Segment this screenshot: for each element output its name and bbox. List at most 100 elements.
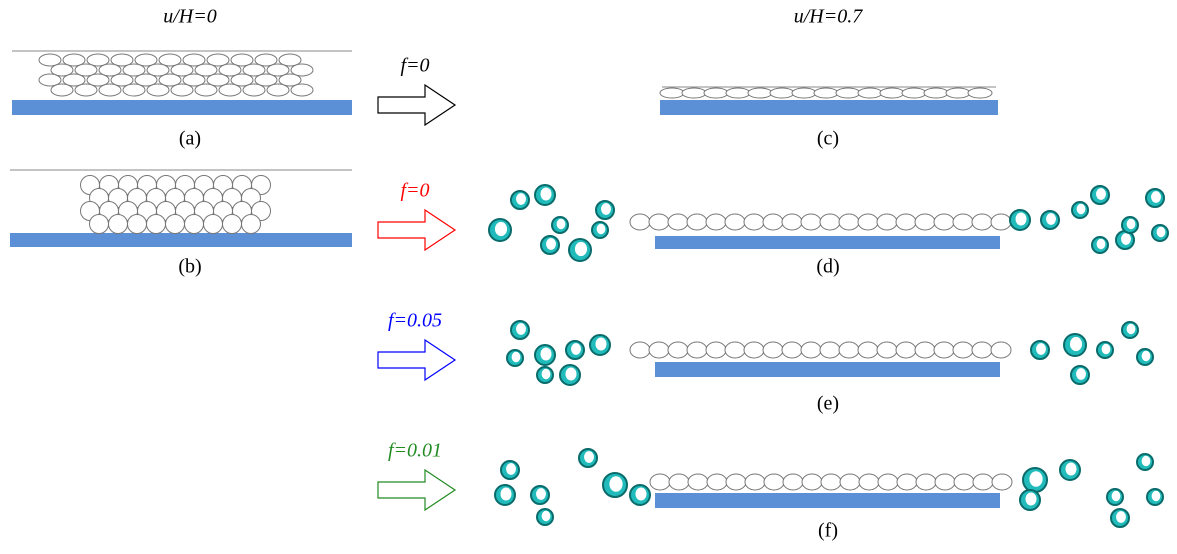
arrow bbox=[378, 210, 455, 250]
arrow bbox=[378, 340, 455, 380]
arrows: f=0f=0f=0.05f=0.01 bbox=[378, 55, 455, 510]
tube bbox=[546, 238, 556, 250]
tube bbox=[897, 474, 917, 490]
tube bbox=[839, 342, 859, 358]
tube bbox=[243, 84, 265, 96]
tube bbox=[630, 214, 650, 230]
tube bbox=[1142, 456, 1151, 466]
panel-label: (c) bbox=[817, 128, 839, 150]
tube bbox=[954, 474, 974, 490]
tube bbox=[668, 214, 688, 230]
tube bbox=[763, 214, 783, 230]
tube bbox=[726, 474, 746, 490]
tube bbox=[915, 214, 935, 230]
tube bbox=[924, 88, 948, 98]
tubes bbox=[39, 54, 1168, 527]
tube bbox=[934, 342, 954, 358]
tube bbox=[596, 338, 607, 351]
tube bbox=[748, 88, 772, 98]
tube bbox=[877, 214, 897, 230]
tube bbox=[1097, 239, 1106, 249]
tube bbox=[839, 214, 859, 230]
tube bbox=[1142, 351, 1151, 361]
tube bbox=[1016, 213, 1027, 226]
tube bbox=[792, 88, 816, 98]
tube bbox=[566, 368, 577, 381]
tube bbox=[1157, 227, 1166, 237]
tube bbox=[575, 242, 587, 256]
tube bbox=[916, 474, 936, 490]
tube bbox=[542, 511, 551, 521]
tube bbox=[495, 222, 507, 236]
tube bbox=[185, 215, 204, 234]
tube bbox=[902, 88, 926, 98]
tube bbox=[1076, 368, 1086, 380]
tube bbox=[915, 342, 935, 358]
tube bbox=[1127, 324, 1136, 334]
arrow-label: f=0 bbox=[400, 180, 429, 202]
tube bbox=[820, 342, 840, 358]
tube bbox=[706, 342, 726, 358]
panel-label: (d) bbox=[816, 256, 839, 278]
tube bbox=[682, 88, 706, 98]
arrow bbox=[378, 470, 455, 510]
substrate bbox=[655, 362, 1000, 377]
left-title: u/H=0 bbox=[163, 6, 217, 28]
tube bbox=[669, 474, 689, 490]
tube bbox=[597, 224, 606, 234]
substrate bbox=[10, 233, 352, 247]
substrate bbox=[12, 100, 352, 115]
tube bbox=[1046, 213, 1056, 225]
tube bbox=[1127, 219, 1136, 229]
tube bbox=[801, 214, 821, 230]
tube bbox=[99, 84, 121, 96]
panel-label: (a) bbox=[179, 128, 201, 150]
right-title: u/H=0.7 bbox=[794, 6, 863, 28]
tube bbox=[147, 84, 169, 96]
tube bbox=[725, 214, 745, 230]
tube bbox=[1036, 343, 1046, 355]
tube bbox=[1151, 191, 1161, 203]
substrate bbox=[655, 493, 1000, 508]
tube bbox=[1070, 337, 1082, 351]
tube bbox=[223, 215, 242, 234]
tube bbox=[541, 348, 552, 361]
panel-label: (b) bbox=[178, 256, 201, 278]
tube bbox=[782, 214, 802, 230]
tube bbox=[1121, 233, 1131, 245]
tube bbox=[840, 474, 860, 490]
tube bbox=[267, 84, 289, 96]
tube bbox=[707, 474, 727, 490]
tube bbox=[1116, 511, 1126, 523]
arrow-label: f=0.01 bbox=[388, 440, 442, 462]
tube bbox=[802, 474, 822, 490]
tube bbox=[501, 488, 512, 501]
tube bbox=[109, 215, 128, 234]
tube bbox=[991, 342, 1011, 358]
tube bbox=[584, 451, 594, 463]
arrow bbox=[378, 85, 455, 125]
tube bbox=[878, 474, 898, 490]
tube bbox=[858, 214, 878, 230]
tube bbox=[953, 342, 973, 358]
substrate bbox=[660, 100, 998, 115]
tube bbox=[934, 214, 954, 230]
tube bbox=[1096, 188, 1106, 200]
tube bbox=[744, 214, 764, 230]
panel-label: (f) bbox=[818, 520, 838, 542]
tube bbox=[973, 474, 993, 490]
tube bbox=[814, 88, 838, 98]
tube bbox=[630, 342, 650, 358]
panel-label: (e) bbox=[817, 393, 839, 415]
tube bbox=[687, 342, 707, 358]
tube bbox=[782, 342, 802, 358]
tube bbox=[946, 88, 970, 98]
tube bbox=[649, 214, 669, 230]
tube bbox=[968, 88, 992, 98]
tube bbox=[123, 84, 145, 96]
tube bbox=[1077, 204, 1086, 214]
tube bbox=[516, 323, 526, 335]
substrate bbox=[655, 236, 1000, 249]
tube bbox=[770, 88, 794, 98]
tube bbox=[991, 214, 1011, 230]
